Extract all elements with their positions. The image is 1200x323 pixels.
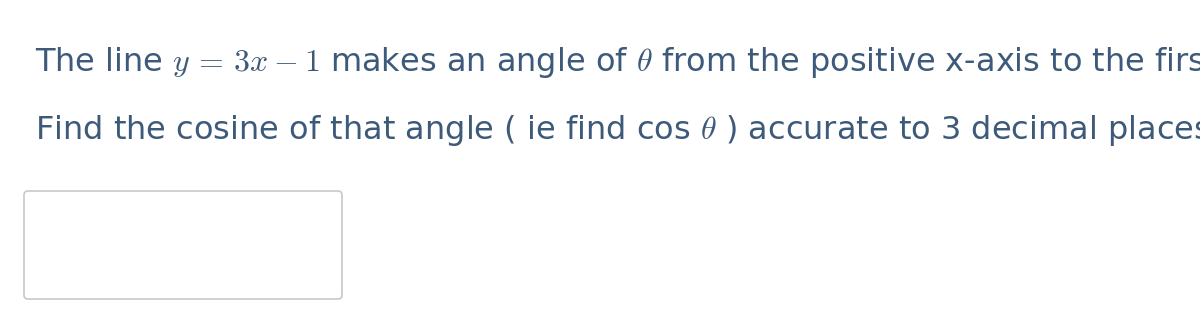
Text: Find the cosine of that angle ( ie find cos $\theta$ ) accurate to 3 decimal pla: Find the cosine of that angle ( ie find … <box>35 112 1200 148</box>
FancyBboxPatch shape <box>24 191 342 299</box>
Text: The line $y\, =\, 3x - 1$ makes an angle of $\theta$ from the positive x-axis to: The line $y\, =\, 3x - 1$ makes an angle… <box>35 45 1200 79</box>
